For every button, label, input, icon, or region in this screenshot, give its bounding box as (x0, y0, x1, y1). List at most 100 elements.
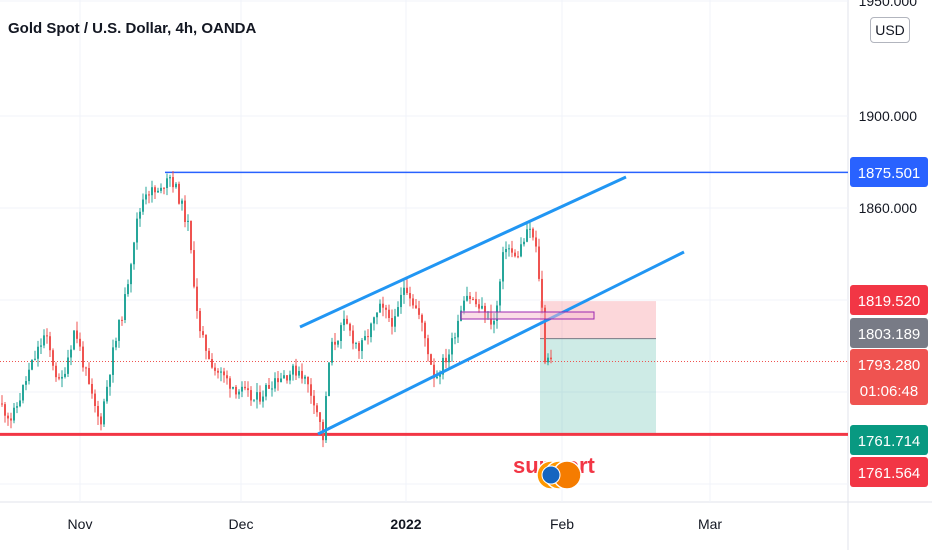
currency-button[interactable]: USD (870, 17, 910, 43)
candle-body-120 (361, 340, 363, 352)
y-tick-label-1: 1900.000 (859, 108, 918, 124)
candle-body-12 (37, 346, 39, 359)
candle-body-111 (334, 341, 336, 345)
candle-body-85 (256, 392, 258, 400)
candle-body-74 (223, 371, 225, 376)
candle-body-43 (130, 264, 132, 285)
price-label-target: 1761.714 (858, 433, 921, 450)
candle-body-30 (91, 383, 93, 394)
candle-body-65 (196, 286, 198, 311)
candle-body-27 (82, 346, 84, 368)
candle-body-53 (160, 187, 162, 191)
candle-body-73 (220, 371, 222, 373)
candle-body-100 (301, 370, 303, 379)
candle-body-117 (352, 330, 354, 344)
candle-body-41 (124, 294, 126, 321)
y-tick-label-2: 1860.000 (859, 200, 918, 216)
candle-body-46 (139, 211, 141, 219)
candle-body-80 (241, 386, 243, 392)
candle-body-116 (349, 323, 351, 331)
candle-body-82 (247, 388, 249, 391)
candle-body-29 (88, 368, 90, 384)
candle-body-133 (400, 294, 402, 308)
candle-body-90 (271, 388, 273, 390)
candle-body-97 (292, 365, 294, 375)
candle-body-57 (172, 177, 174, 188)
candle-body-154 (463, 300, 465, 311)
price-label-support: 1761.564 (858, 465, 921, 482)
candle-body-137 (412, 298, 414, 306)
candle-body-63 (190, 220, 192, 251)
candle-body-28 (85, 367, 87, 369)
candle-body-138 (415, 305, 417, 309)
candle-body-178 (535, 237, 537, 247)
candle-body-89 (268, 385, 270, 389)
price-label-bg-stop (850, 285, 928, 315)
candle-body-160 (481, 305, 483, 309)
candle-body-174 (523, 241, 525, 245)
candle-body-54 (163, 187, 165, 189)
candle-body-176 (529, 228, 531, 230)
candle-body-60 (181, 200, 183, 204)
x-tick-label-0: Nov (68, 516, 93, 532)
candle-body-36 (109, 374, 111, 387)
candle-body-121 (364, 336, 366, 341)
x-tick-label-3: Feb (550, 516, 574, 532)
candle-body-6 (19, 400, 21, 407)
candle-body-124 (373, 317, 375, 324)
candle-body-78 (235, 386, 237, 395)
candle-body-13 (40, 345, 42, 347)
candle-body-102 (307, 376, 309, 385)
candle-body-91 (274, 378, 276, 389)
candle-body-71 (214, 367, 216, 371)
candle-body-88 (265, 385, 267, 397)
candle-body-128 (385, 307, 387, 310)
candle-body-183 (550, 357, 552, 360)
candle-body-52 (157, 190, 159, 193)
candle-body-151 (454, 337, 456, 339)
candle-body-159 (478, 304, 480, 309)
candle-body-56 (169, 177, 171, 179)
candle-body-168 (505, 248, 507, 253)
reward-zone (540, 338, 656, 435)
candle-body-59 (178, 183, 180, 204)
candle-body-126 (379, 303, 381, 313)
y-tick-label-0: 1950.000 (859, 0, 918, 9)
candle-body-79 (238, 391, 240, 395)
candle-body-25 (76, 330, 78, 339)
price-label-hline: 1875.501 (858, 165, 921, 182)
candle-body-164 (493, 320, 495, 325)
candle-body-10 (31, 359, 33, 370)
candle-body-158 (475, 299, 477, 305)
candle-body-122 (367, 336, 369, 338)
candle-body-170 (511, 248, 513, 253)
candle-body-45 (136, 218, 138, 243)
candle-body-172 (517, 256, 519, 258)
candle-body-7 (22, 384, 24, 401)
candle-body-135 (406, 287, 408, 294)
candle-body-181 (544, 307, 546, 363)
candle-body-105 (316, 405, 318, 413)
candle-body-75 (226, 375, 228, 379)
candle-body-145 (436, 376, 438, 379)
candle-body-31 (94, 393, 96, 406)
candle-body-20 (61, 376, 63, 379)
candle-body-72 (217, 370, 219, 373)
price-label-stop: 1819.520 (858, 293, 921, 310)
candle-body-166 (499, 281, 501, 306)
marked-zone-box (460, 311, 595, 320)
candle-body-64 (193, 250, 195, 287)
candle-body-169 (508, 248, 510, 250)
candle-body-167 (502, 252, 504, 282)
candle-body-11 (34, 358, 36, 360)
candle-body-47 (142, 199, 144, 212)
x-tick-label-1: Dec (229, 516, 254, 532)
candle-body-98 (295, 365, 297, 376)
candle-body-86 (259, 392, 261, 402)
candle-body-0 (1, 403, 3, 405)
risk-zone (540, 301, 656, 339)
x-tick-label-2: 2022 (390, 516, 421, 532)
candle-body-39 (118, 319, 120, 341)
